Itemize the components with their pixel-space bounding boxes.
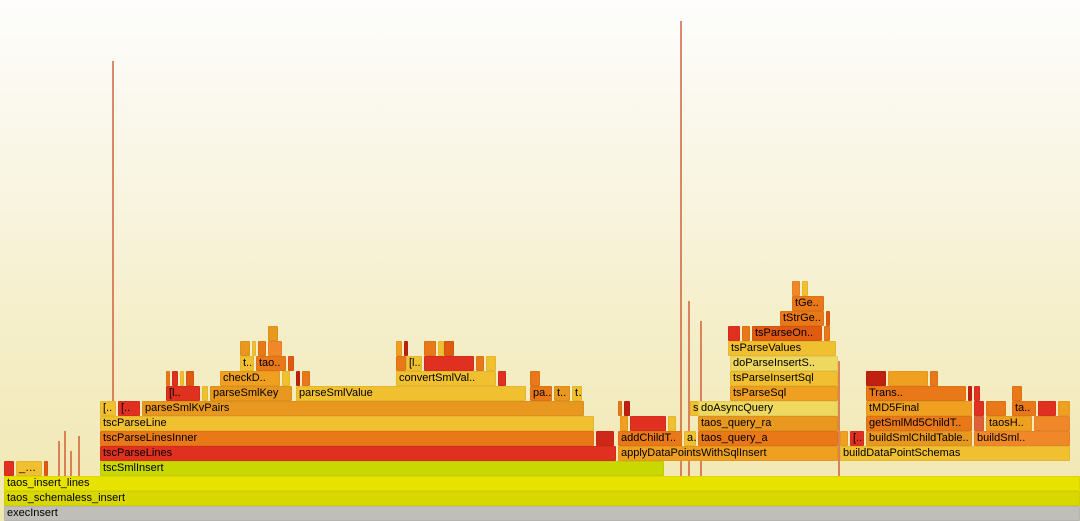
flame-frame[interactable] [888,371,928,386]
flame-frame[interactable] [44,461,48,476]
flame-frame[interactable] [986,401,1006,416]
flame-frame[interactable] [742,326,750,341]
flame-frame[interactable]: pa.. [530,386,552,401]
flame-frame[interactable] [424,341,436,356]
flame-frame[interactable] [792,281,800,296]
flame-frame[interactable]: [l.. [166,386,200,401]
flame-frame[interactable] [486,356,496,371]
flame-frame[interactable] [172,371,178,386]
flame-frame[interactable]: tGe.. [792,296,824,311]
flame-frame[interactable] [4,461,14,476]
flame-frame[interactable] [1012,386,1022,401]
flame-frame[interactable]: execInsert [4,506,1080,521]
flame-frame[interactable]: [.. [118,401,140,416]
flame-frame[interactable]: a.. [684,431,696,446]
flame-frame[interactable] [302,371,310,386]
flame-frame[interactable] [476,356,484,371]
flame-frame[interactable]: checkD.. [220,371,280,386]
flame-frame[interactable] [180,371,184,386]
flame-frame[interactable] [630,416,666,431]
flame-frame[interactable] [202,386,208,401]
flame-frame[interactable]: t.. [240,356,254,371]
flame-frame[interactable] [530,371,540,386]
flame-frame[interactable]: tsParseInsertSql [730,371,838,386]
flame-frame[interactable]: tscParseLinesInner [100,431,594,446]
flame-frame[interactable]: buildDataPointSchemas [840,446,1070,461]
flame-frame[interactable] [186,371,194,386]
flame-frame[interactable]: parseSmlKey [210,386,292,401]
flame-frame[interactable]: tStrGe.. [780,311,824,326]
flame-frame[interactable]: doAsyncQuery [698,401,838,416]
flame-frame[interactable]: parseSmlValue [296,386,526,401]
flame-frame[interactable] [1034,416,1070,431]
flame-frame[interactable] [930,371,938,386]
flame-frame[interactable] [268,326,278,341]
flame-frame[interactable]: buildSmlChildTable.. [866,431,972,446]
flame-frame[interactable]: __c.. [16,461,42,476]
flame-frame[interactable]: buildSml.. [974,431,1070,446]
flame-frame[interactable] [240,341,250,356]
flame-frame[interactable]: tsParseValues [728,341,836,356]
flame-frame[interactable]: getSmlMd5ChildT.. [866,416,972,431]
flame-frame[interactable]: tao.. [256,356,286,371]
flame-frame[interactable]: parseSmlKvPairs [142,401,584,416]
flame-frame[interactable] [624,401,630,416]
flame-frame[interactable]: convertSmlVal.. [396,371,496,386]
flame-frame[interactable]: tscParseLine [100,416,594,431]
flame-frame[interactable]: [.. [100,401,116,416]
flame-frame[interactable] [404,341,408,356]
flame-frame[interactable]: ta.. [1012,401,1036,416]
flame-frame[interactable] [444,341,454,356]
flame-frame[interactable]: addChildT.. [618,431,682,446]
flame-frame[interactable]: taos_query_ra [698,416,838,431]
flame-frame[interactable] [424,356,474,371]
flame-frame[interactable] [258,341,266,356]
flame-frame[interactable] [252,341,256,356]
flame-frame[interactable] [1038,401,1056,416]
flame-frame[interactable]: taos_insert_lines [4,476,1080,491]
flame-frame[interactable]: taos_query_a [698,431,838,446]
flame-frame[interactable]: taos_schemaless_insert [4,491,1080,506]
flame-frame[interactable]: tsParseOn.. [752,326,822,341]
flame-frame[interactable]: t.. [572,386,582,401]
flame-frame[interactable] [968,386,972,401]
flame-frame[interactable] [268,341,282,356]
flame-frame[interactable] [802,281,808,296]
flame-frame[interactable]: [.. [850,431,864,446]
flame-frame[interactable] [1058,401,1070,416]
flame-frame[interactable] [840,431,848,446]
flame-frame[interactable] [974,401,984,416]
flame-frame[interactable] [166,371,170,386]
flame-frame[interactable] [728,326,740,341]
flame-frame[interactable] [288,356,294,371]
flame-frame[interactable]: tscSmlInsert [100,461,664,476]
flame-frame[interactable] [620,416,628,431]
flame-frame[interactable] [618,401,622,416]
flame-frame[interactable]: tMD5Final [866,401,972,416]
flame-frame[interactable]: tsParseSql [730,386,838,401]
flame-frame[interactable] [974,386,980,401]
flame-frame[interactable]: [l.. [406,356,422,371]
flame-frame[interactable]: t.. [554,386,570,401]
flame-frame[interactable]: Trans.. [866,386,966,401]
flame-frame[interactable]: tscParseLines [100,446,616,461]
flame-frame[interactable] [866,371,886,386]
flame-frame[interactable] [668,416,676,431]
flame-frame[interactable] [824,326,830,341]
flame-frame[interactable]: doParseInsertS.. [730,356,838,371]
flame-frame[interactable] [296,371,300,386]
flame-frame[interactable]: applyDataPointsWithSqlInsert [618,446,838,461]
flame-frame[interactable] [396,341,402,356]
flame-frame[interactable] [826,311,830,326]
flame-frame[interactable] [282,371,290,386]
flame-frame[interactable] [498,371,506,386]
flame-frame[interactable] [974,416,984,431]
flame-frame[interactable] [396,356,406,371]
flame-frame[interactable]: taosH.. [986,416,1032,431]
flame-frame[interactable] [596,431,614,446]
